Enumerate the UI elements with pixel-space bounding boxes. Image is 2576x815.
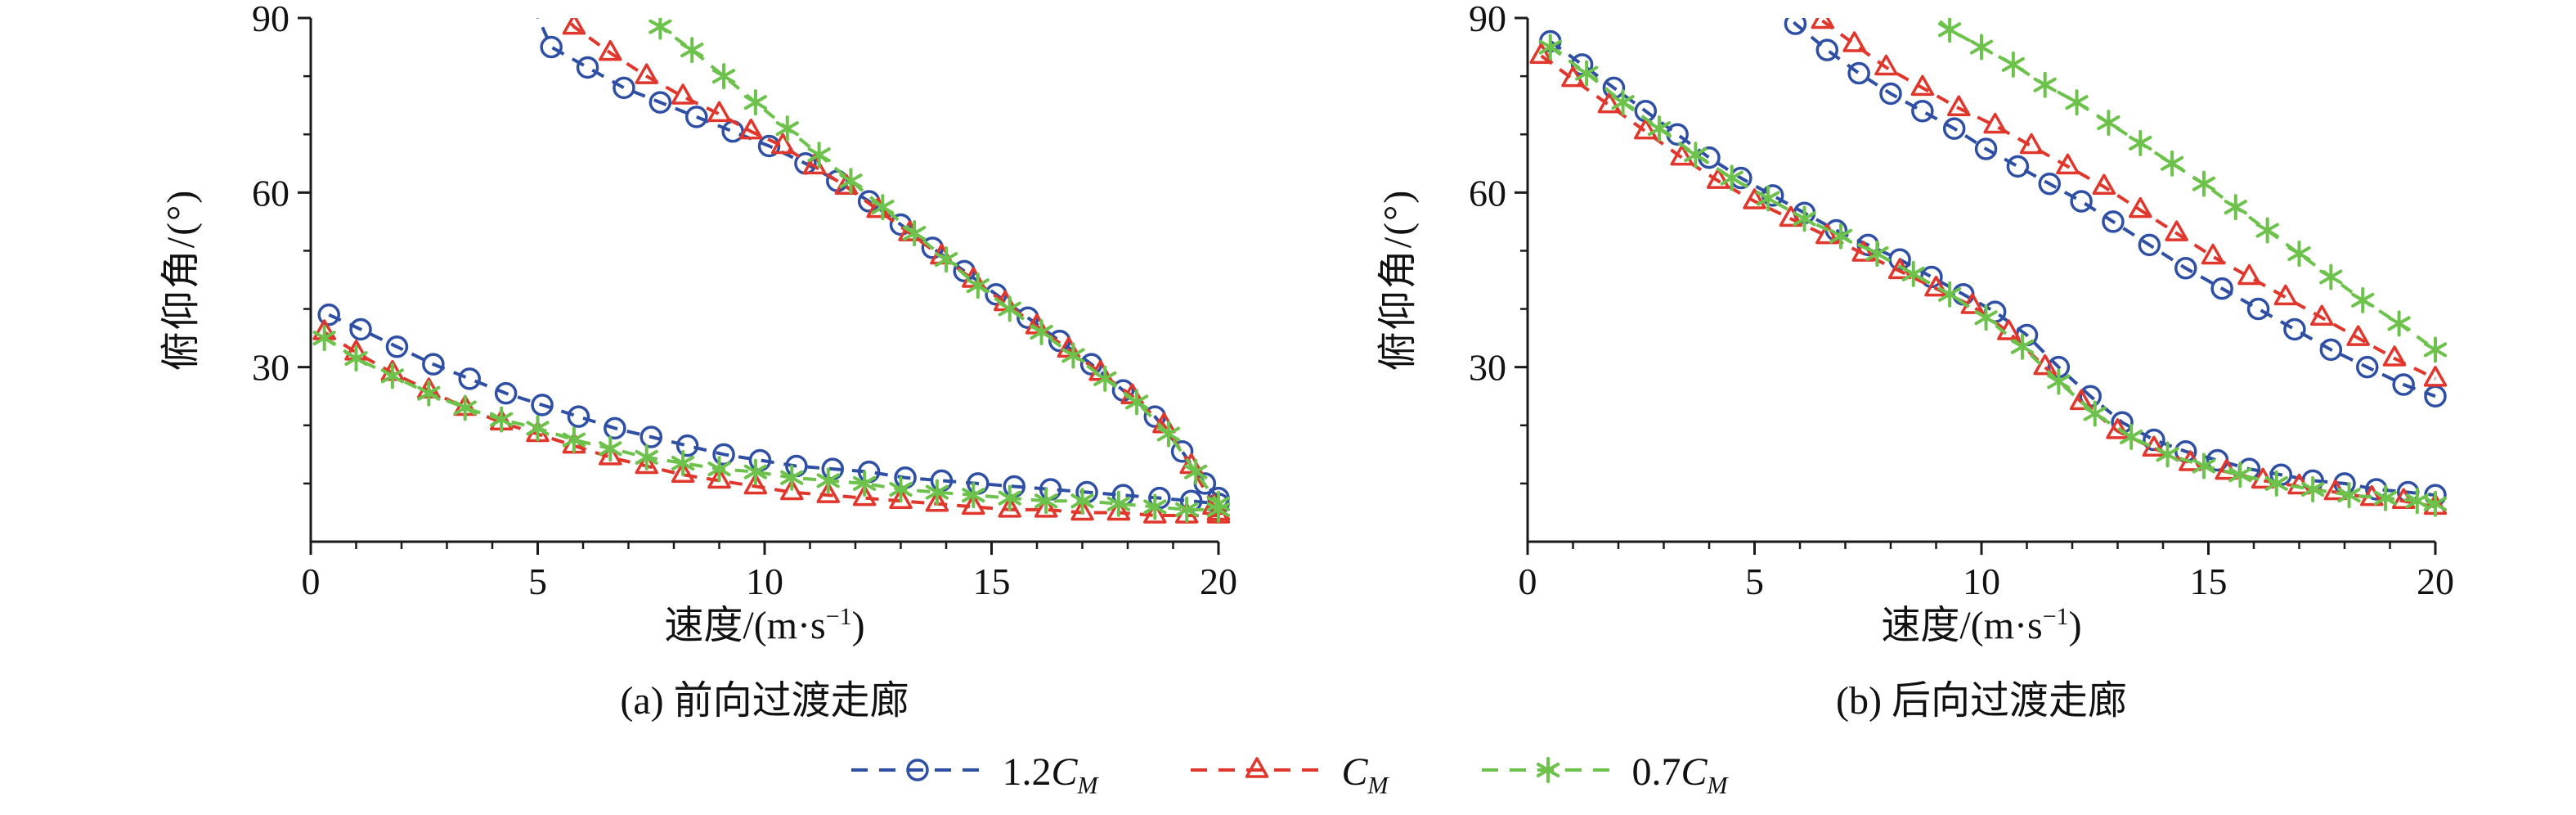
- x-axis-label-close: ): [2068, 604, 2082, 647]
- subplot-b: 俯仰角/(°) 0 5 10 15 20 30 60 90 速度/(m·s−1) (b) 后向…: [1315, 0, 2476, 736]
- legend-item-1-2cm: 1.2CM: [848, 750, 1097, 800]
- svg-text:90: 90: [1469, 0, 1506, 39]
- legend-item-cm: CM: [1187, 750, 1389, 800]
- svg-text:0: 0: [1519, 561, 1537, 602]
- subplot-a-caption: (a) 前向过渡走廊: [620, 679, 909, 723]
- x-axis-label-close: ): [851, 604, 865, 647]
- svg-text:60: 60: [252, 172, 289, 214]
- svg-text:15: 15: [973, 561, 1011, 602]
- x-axis-label-sup: −1: [2042, 603, 2069, 630]
- svg-text:10: 10: [746, 561, 783, 602]
- svg-text:5: 5: [528, 561, 547, 602]
- svg-text:10: 10: [1963, 561, 2000, 602]
- svg-text:60: 60: [1469, 172, 1506, 214]
- svg-text:5: 5: [1745, 561, 1764, 602]
- svg-text:0: 0: [302, 561, 321, 602]
- subplot-b-caption: (b) 后向过渡走廊: [1836, 679, 2127, 723]
- x-axis-label-b: 速度/(m·s−1): [1528, 592, 2435, 650]
- legend-label: CM: [1341, 750, 1389, 799]
- legend-marker-circle-icon: [848, 750, 987, 799]
- svg-text:20: 20: [1200, 561, 1237, 602]
- legend-label: 0.7CM: [1631, 750, 1728, 799]
- legend-marker-triangle-icon: [1187, 750, 1326, 799]
- legend-label: 1.2CM: [1002, 750, 1098, 799]
- x-axis-label-sup: −1: [825, 603, 852, 630]
- svg-text:30: 30: [252, 347, 289, 389]
- legend-marker-asterisk-icon: [1479, 750, 1618, 799]
- legend-item-0-7cm: 0.7CM: [1479, 750, 1728, 800]
- svg-text:15: 15: [2190, 561, 2228, 602]
- svg-text:20: 20: [2417, 561, 2454, 602]
- svg-text:30: 30: [1469, 347, 1506, 389]
- svg-text:90: 90: [252, 0, 289, 39]
- x-axis-label-a: 速度/(m·s−1): [311, 592, 1218, 650]
- x-axis-label-text: 速度/(m·s: [1881, 604, 2043, 647]
- subplot-a: 俯仰角/(°) 0 5 10 15 20 30 60 90 速度/(m·s−1) (a) 前向…: [98, 0, 1259, 736]
- legend: 1.2CM CM 0.7CM: [0, 746, 2576, 804]
- x-axis-label-text: 速度/(m·s: [664, 604, 826, 647]
